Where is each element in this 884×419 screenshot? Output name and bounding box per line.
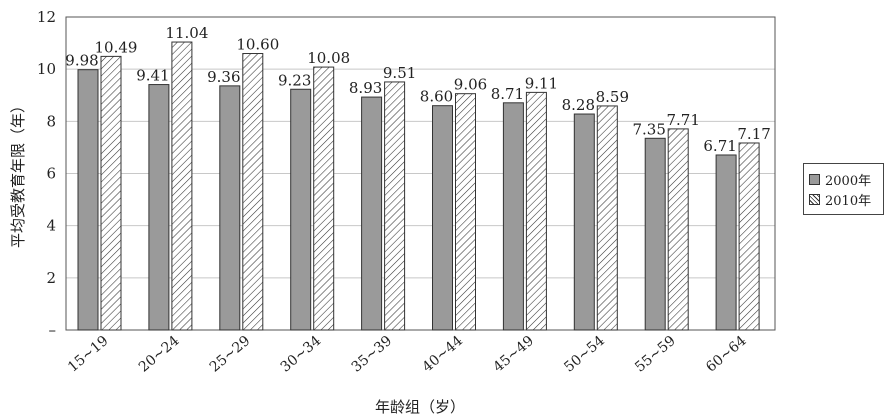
data-label: 8.59: [596, 88, 629, 106]
data-label: 8.60: [420, 88, 453, 106]
data-label: 9.41: [136, 67, 169, 85]
x-tick-label: 40~44: [420, 333, 467, 376]
x-tick-label: 50~54: [561, 333, 608, 376]
data-label: 8.71: [491, 85, 524, 103]
data-label: 11.04: [165, 24, 208, 42]
bar-2010: [738, 142, 760, 331]
bar-2010: [100, 55, 122, 331]
y-tick-label: 6: [46, 165, 56, 183]
legend-item-2000: 2000年: [809, 171, 872, 189]
y-axis-label: 平均受教育年限（年）: [9, 98, 27, 248]
legend-swatch-2000: [809, 173, 820, 185]
plot-area: [65, 16, 776, 331]
data-label: 6.71: [703, 137, 736, 155]
data-label: 7.17: [737, 125, 770, 143]
bar-2010: [384, 81, 406, 331]
bar-2000: [77, 69, 99, 331]
y-tick-label: 4: [46, 217, 56, 235]
legend-item-2010: 2010年: [809, 191, 872, 209]
y-tick-label: 8: [46, 112, 56, 130]
x-tick-labels: 15~19 20~24 25~29 30~34 35~39 40~44 45~49 50~54…: [65, 333, 750, 376]
bar-2010: [596, 105, 618, 331]
bar-2010: [313, 66, 335, 331]
legend-swatch-2010: [809, 193, 820, 205]
bar-2010: [525, 91, 547, 331]
x-tick-label: 45~49: [490, 333, 537, 376]
data-label: 9.36: [207, 68, 240, 86]
bar-2010: [171, 41, 193, 331]
bar-2000: [361, 96, 383, 331]
bar-2000: [502, 102, 524, 331]
bar-2000: [290, 88, 312, 331]
y-tick-label: –: [49, 321, 57, 339]
y-tick-label: 2: [46, 269, 56, 287]
y-tick-label: 12: [37, 8, 56, 26]
bar-2010: [667, 128, 689, 331]
data-label: 8.93: [349, 79, 382, 97]
x-tick-label: 60~64: [703, 333, 750, 376]
legend-label-2000: 2000年: [825, 173, 872, 189]
x-tick-label: 30~34: [278, 333, 325, 376]
x-tick-label: 35~39: [349, 333, 396, 376]
x-axis-label: 年龄组（岁）: [375, 398, 465, 416]
data-label: 9.98: [65, 52, 98, 70]
data-label: 9.06: [454, 76, 487, 94]
bar-2000: [715, 154, 737, 331]
data-label: 9.11: [525, 74, 558, 92]
x-tick-label: 55~59: [632, 333, 679, 376]
x-tick-label: 25~29: [207, 333, 254, 376]
legend-label-2010: 2010年: [825, 193, 872, 209]
data-label: 8.28: [562, 96, 595, 114]
bar-2000: [573, 113, 595, 331]
data-label: 7.71: [666, 111, 699, 129]
y-tick-label: 10: [37, 60, 56, 78]
bar-2000: [219, 85, 241, 331]
data-label: 10.60: [236, 36, 279, 54]
data-label: 10.08: [307, 49, 350, 67]
bar-2000: [148, 84, 170, 331]
x-tick-label: 15~19: [65, 333, 112, 376]
x-tick-label: 20~24: [136, 333, 183, 376]
legend: 2000年 2010年: [803, 163, 884, 215]
y-tick-labels: – 2 4 6 8 10 12: [37, 8, 56, 339]
data-label: 9.23: [278, 71, 311, 89]
data-label: 9.51: [383, 64, 416, 82]
bar-2000: [644, 137, 666, 331]
data-label: 7.35: [632, 120, 665, 138]
bar-2010: [242, 53, 264, 331]
data-label: 10.49: [95, 38, 138, 56]
bar-2010: [455, 93, 476, 331]
bar-2000: [432, 105, 453, 331]
